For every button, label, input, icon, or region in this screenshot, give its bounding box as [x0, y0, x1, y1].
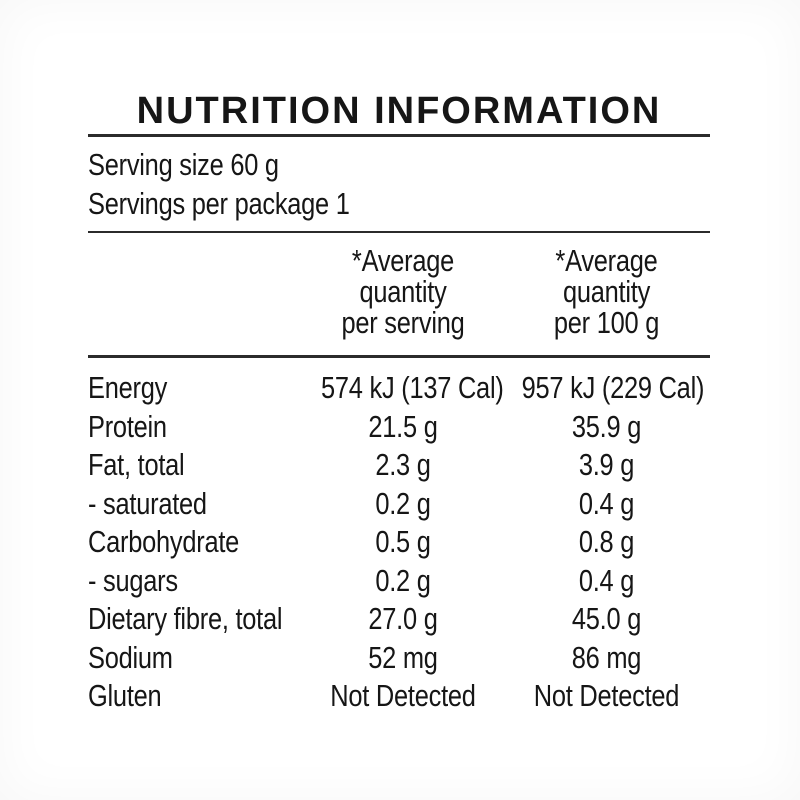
nutrient-name: Protein	[88, 408, 167, 444]
header-line: *Average	[555, 243, 658, 278]
panel-title: NUTRITION INFORMATION	[136, 90, 662, 132]
per-100g-value: 3.9 g	[578, 447, 635, 482]
per-serving-value: 0.2 g	[375, 562, 431, 598]
header-line: per serving	[341, 305, 465, 340]
table-row: - sugars 0.2 g 0.4 g	[88, 562, 710, 601]
header-line: per 100 g	[553, 305, 660, 340]
per-serving-value: 27.0 g	[368, 601, 438, 636]
column-header-row: *Average quantity per serving *Average q…	[88, 245, 710, 338]
nutrient-name: Gluten	[88, 678, 162, 713]
divider-under-title	[88, 134, 710, 137]
per-100g-value: 45.0 g	[571, 601, 642, 636]
servings-per-package-text: Servings per package 1	[88, 186, 350, 221]
per-serving-value: 0.2 g	[375, 485, 431, 521]
nutrition-panel: NUTRITION INFORMATION Serving size 60 g …	[88, 90, 710, 716]
per-serving-value: 52 mg	[368, 639, 438, 675]
nutrition-table-body: Energy 574 kJ (137 Cal) 957 kJ (229 Cal)…	[88, 369, 710, 716]
nutrient-name: Energy	[88, 370, 168, 405]
per-100g-value: 86 mg	[571, 639, 642, 675]
per-100g-value: 0.4 g	[578, 562, 635, 598]
serving-info: Serving size 60 g Servings per package 1	[88, 145, 710, 223]
per-serving-value: 21.5 g	[368, 408, 438, 444]
table-row: Protein 21.5 g 35.9 g	[88, 408, 710, 447]
col-header-per-100g: *Average quantity per 100 g	[503, 245, 710, 338]
table-row: Fat, total 2.3 g 3.9 g	[88, 446, 710, 485]
divider-above-headers	[88, 231, 710, 233]
nutrient-name: - sugars	[88, 562, 178, 598]
table-row: Dietary fibre, total 27.0 g 45.0 g	[88, 600, 710, 639]
header-line: *Average	[351, 243, 455, 278]
table-row: Carbohydrate 0.5 g 0.8 g	[88, 523, 710, 562]
nutrient-name: Carbohydrate	[88, 524, 240, 559]
header-spacer	[88, 245, 303, 338]
per-serving-value: 2.3 g	[375, 447, 431, 482]
per-serving-value: Not Detected	[330, 678, 476, 713]
nutrient-name: Fat, total	[88, 447, 185, 482]
col-header-per-serving: *Average quantity per serving	[303, 245, 503, 338]
per-100g-value: 0.4 g	[578, 485, 635, 521]
table-row: Sodium 52 mg 86 mg	[88, 639, 710, 678]
per-serving-value: 574 kJ (137 Cal)	[321, 370, 504, 405]
table-row: Energy 574 kJ (137 Cal) 957 kJ (229 Cal)	[88, 369, 710, 408]
table-row: - saturated 0.2 g 0.4 g	[88, 485, 710, 524]
per-100g-value: 0.8 g	[578, 524, 635, 559]
per-100g-value: 957 kJ (229 Cal)	[521, 370, 705, 405]
serving-size-text: Serving size 60 g	[88, 147, 279, 182]
per-100g-value: Not Detected	[533, 678, 680, 713]
per-100g-value: 35.9 g	[571, 408, 642, 444]
nutrient-name: Sodium	[88, 639, 173, 675]
header-line: quantity	[359, 274, 447, 309]
nutrient-name: Dietary fibre, total	[88, 601, 283, 636]
nutrient-name: - saturated	[88, 485, 207, 521]
table-row: Gluten Not Detected Not Detected	[88, 677, 710, 716]
divider-below-headers	[88, 355, 710, 358]
header-line: quantity	[562, 274, 651, 309]
per-serving-value: 0.5 g	[375, 524, 431, 559]
